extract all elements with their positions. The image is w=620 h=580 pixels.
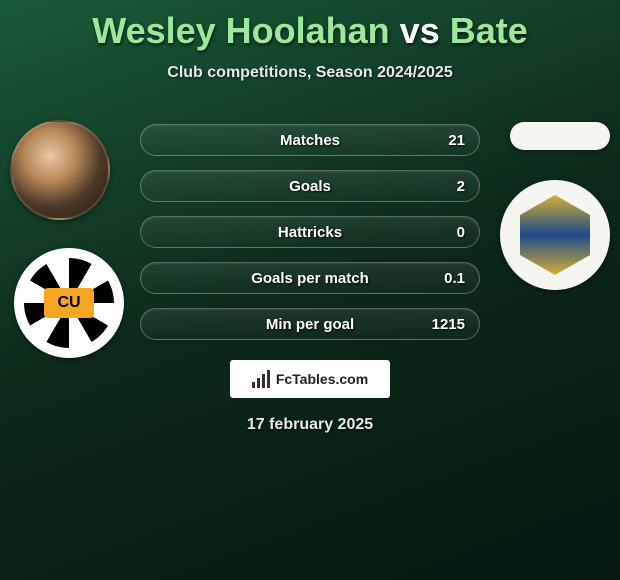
club-badge-right xyxy=(500,180,610,290)
club-badge-left: CU xyxy=(14,248,124,358)
title-player: Wesley Hoolahan xyxy=(92,10,389,51)
title-opponent: Bate xyxy=(450,10,528,51)
club-badge-left-text: CU xyxy=(44,288,94,318)
footer-date: 17 february 2025 xyxy=(0,416,620,434)
brand-text: FcTables.com xyxy=(276,371,368,387)
stat-row: Matches 21 xyxy=(140,124,480,156)
stat-label: Goals xyxy=(141,178,479,195)
club-crest-icon xyxy=(520,195,590,275)
stat-label: Matches xyxy=(141,132,479,149)
brand-badge[interactable]: FcTables.com xyxy=(230,360,390,398)
stat-right-value: 0 xyxy=(457,224,465,241)
stat-right-value: 1215 xyxy=(432,316,465,333)
stat-label: Goals per match xyxy=(141,270,479,287)
stats-list: Matches 21 Goals 2 Hattricks 0 Goals per… xyxy=(140,124,480,354)
page-title: Wesley Hoolahan vs Bate xyxy=(0,0,620,52)
stat-row: Hattricks 0 xyxy=(140,216,480,248)
stat-right-value: 21 xyxy=(448,132,465,149)
title-vs: vs xyxy=(400,10,440,51)
comparison-panel: CU Matches 21 Goals 2 Hattricks 0 Goals … xyxy=(0,110,620,350)
stat-label: Min per goal xyxy=(141,316,479,333)
stat-right-value: 0.1 xyxy=(444,270,465,287)
player-avatar-left xyxy=(10,120,110,220)
player-avatar-right xyxy=(510,122,610,150)
stat-row: Goals 2 xyxy=(140,170,480,202)
stat-right-value: 2 xyxy=(457,178,465,195)
bar-chart-icon xyxy=(252,370,270,388)
stat-label: Hattricks xyxy=(141,224,479,241)
stat-row: Goals per match 0.1 xyxy=(140,262,480,294)
stat-row: Min per goal 1215 xyxy=(140,308,480,340)
subtitle: Club competitions, Season 2024/2025 xyxy=(0,64,620,82)
